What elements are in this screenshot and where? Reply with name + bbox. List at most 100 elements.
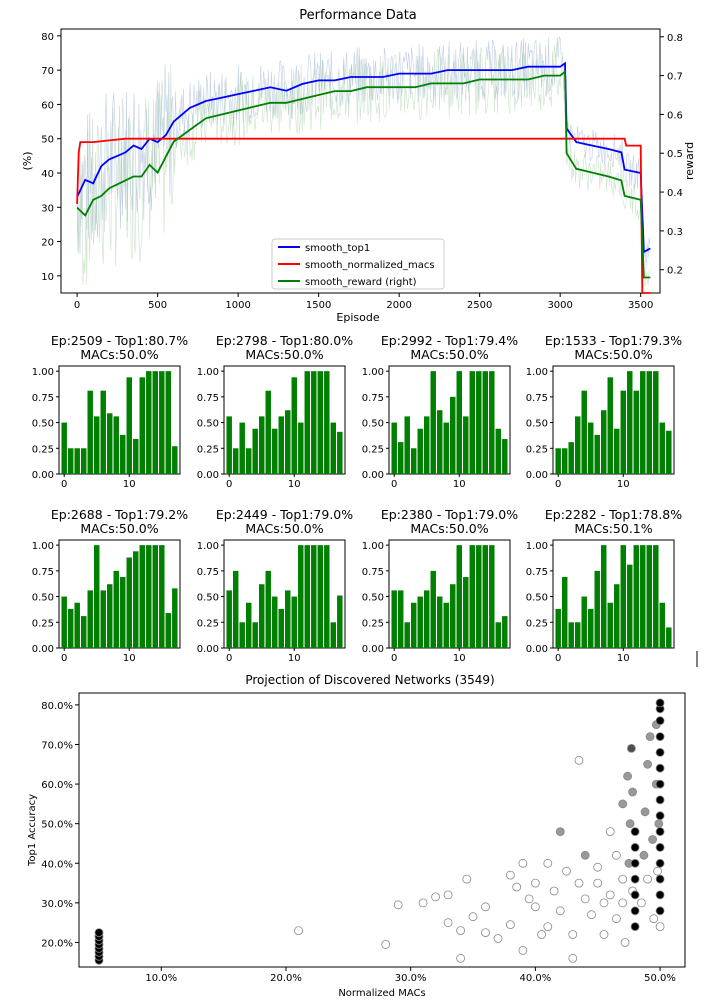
bar-panel-subtitle: MACs:50.0% — [574, 347, 652, 362]
bar — [587, 422, 594, 474]
scatter-point — [630, 922, 640, 931]
bar — [139, 377, 146, 474]
bar — [298, 545, 304, 648]
scatter-point — [630, 843, 640, 852]
bar — [272, 596, 278, 648]
scatter-point — [655, 698, 665, 708]
y-right-tick-label-2: 0.4 — [667, 188, 683, 199]
y-right-tick-label-5: 0.7 — [667, 72, 683, 83]
bar-y-tick-label: 0.50 — [362, 419, 384, 430]
scatter-point — [630, 906, 640, 916]
bar-panel-7: Ep:2282 - Top1:78.8%MACs:50.1% 0.00 0.25 0.… — [526, 507, 683, 664]
bar — [561, 577, 568, 648]
bar-panel-3: Ep:1533 - Top1:79.3%MACs:50.0% 0.00 0.25 0.… — [526, 333, 683, 490]
scatter-point — [655, 811, 665, 821]
bar — [489, 371, 495, 474]
scatter-point — [543, 858, 553, 868]
y-tick-label-2: 30 — [41, 203, 54, 214]
bar-x-tick-label: 10 — [288, 479, 301, 490]
bar-y-tick-label: 0.00 — [32, 470, 54, 481]
legend-label-macs: smooth_normalized_macs — [305, 260, 435, 271]
bar — [93, 545, 100, 648]
scatter-point — [655, 732, 665, 741]
scatter-point — [618, 799, 628, 809]
scatter-point — [381, 940, 391, 949]
bar — [100, 390, 106, 474]
bar — [430, 570, 436, 648]
bar — [463, 416, 469, 474]
bar-x-tick-label: 10 — [453, 653, 466, 664]
scatter-point — [630, 858, 640, 868]
bar-x-tick-label: 0 — [61, 653, 67, 664]
bar — [456, 545, 462, 648]
bar — [581, 596, 587, 648]
performance-x-label: Episode — [336, 311, 379, 324]
bar — [659, 602, 666, 648]
bar-y-tick-label: 0.25 — [197, 444, 219, 455]
scatter-title: Projection of Discovered Networks (3549) — [245, 673, 494, 687]
bar — [133, 439, 139, 474]
bar-y-tick-label: 0.25 — [362, 444, 384, 455]
bar-panel-subtitle: MACs:50.0% — [80, 347, 158, 362]
bar-y-tick-label: 0.75 — [32, 567, 54, 578]
bar — [568, 442, 574, 474]
projection-scatter-chart: Projection of Discovered Networks (3549)… — [27, 673, 686, 999]
bar-x-tick-label: 0 — [391, 653, 397, 664]
bar — [226, 590, 232, 648]
scatter-point — [653, 866, 662, 876]
bar — [239, 622, 245, 648]
bar — [568, 622, 574, 648]
scatter-point — [493, 934, 503, 943]
scatter-point — [654, 819, 664, 829]
scatter-point — [630, 827, 640, 836]
bar — [646, 545, 653, 648]
bar — [165, 613, 172, 648]
scatter-point — [628, 787, 637, 797]
bar — [61, 596, 67, 648]
bar — [146, 371, 152, 474]
scatter-x-tick-label: 20.0% — [270, 973, 302, 984]
bar — [239, 422, 245, 474]
x-tick-label-6: 3000 — [547, 300, 572, 311]
bar-y-tick-label: 0.00 — [197, 644, 219, 655]
x-tick-label-2: 1000 — [225, 300, 250, 311]
bar-y-tick-label: 0.75 — [197, 567, 219, 578]
bar — [152, 545, 159, 648]
bar-panel-2: Ep:2992 - Top1:79.4%MACs:50.0% 0.00 0.25 0.… — [362, 333, 519, 490]
scatter-point — [655, 906, 665, 916]
bar — [620, 390, 626, 474]
performance-chart: Performance Data 0 500 1000 1500 2000 2500 300… — [21, 8, 696, 324]
bar-y-tick-label: 0.25 — [526, 444, 548, 455]
bar — [226, 416, 232, 474]
x-tick-label-5: 2500 — [467, 300, 492, 311]
bar — [450, 396, 456, 474]
bar-x-tick-label: 10 — [288, 653, 301, 664]
bar-y-tick-label: 0.25 — [32, 444, 54, 455]
scatter-points — [94, 698, 665, 965]
bar-x-tick-label: 10 — [617, 653, 630, 664]
bar — [555, 448, 561, 474]
x-tick-label-7: 3500 — [628, 300, 653, 311]
bar-y-tick-label: 0.75 — [526, 567, 548, 578]
scatter-point — [655, 748, 665, 757]
scatter-point — [655, 843, 665, 852]
bar-panel-subtitle: MACs:50.1% — [574, 521, 652, 536]
bar-panel-5: Ep:2449 - Top1:79.0%MACs:50.0% 0.00 0.25 0.… — [197, 507, 354, 664]
bar — [337, 431, 343, 474]
bar — [410, 448, 417, 474]
y-right-tick-label-3: 0.5 — [667, 149, 683, 160]
bar-x-tick-label: 10 — [123, 653, 136, 664]
scatter-point — [655, 827, 665, 836]
performance-axes: 0 500 1000 1500 2000 2500 3000 3500 10 20 30 40 50 60… — [41, 32, 683, 311]
bar-y-tick-label: 1.00 — [32, 541, 54, 552]
bar-panel-4: Ep:2688 - Top1:79.2%MACs:50.0% 0.00 0.25 0.… — [32, 507, 189, 664]
bar-x-tick-label: 10 — [123, 479, 136, 490]
bar — [291, 596, 297, 648]
bar — [666, 430, 672, 474]
scatter-point — [593, 862, 603, 872]
y-tick-label-1: 20 — [41, 238, 54, 249]
y-right-tick-label-4: 0.6 — [667, 110, 683, 121]
bar-y-tick-label: 0.25 — [362, 618, 384, 629]
bar — [232, 570, 239, 648]
scatter-x-label: Normalized MACs — [338, 988, 425, 999]
